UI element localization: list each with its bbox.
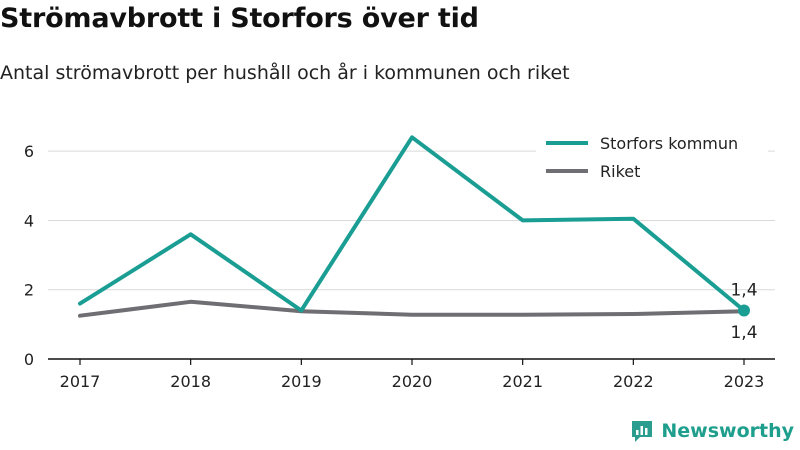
x-tick-label: 2021: [502, 372, 543, 391]
y-tick-label: 0: [24, 350, 34, 369]
end-point-marker-storfors: [738, 304, 750, 317]
y-tick-label: 2: [24, 281, 34, 300]
legend-label-storfors: Storfors kommun: [600, 134, 738, 153]
series-line-riket: [78, 299, 746, 318]
series-lines: [78, 135, 750, 318]
y-tick-label: 4: [24, 211, 34, 230]
brand-logo: Newsworthy: [629, 418, 794, 444]
y-tick-label: 6: [24, 142, 34, 161]
end-label-riket: 1,4: [730, 323, 757, 343]
chart-title: Strömavbrott i Storfors över tid: [0, 3, 479, 34]
legend: Storfors kommun Riket: [536, 116, 768, 181]
axes: 0 2 4 6 2017 2018 2019 2020 2021 2022 2023: [24, 142, 775, 391]
x-tick-label: 2019: [281, 372, 322, 391]
x-tick-label: 2017: [60, 372, 101, 391]
x-tick-label: 2020: [392, 372, 433, 391]
chart-subtitle: Antal strömavbrott per hushåll och år i …: [0, 62, 570, 84]
data-labels: 1,4 1,4: [730, 281, 757, 344]
series-line-storfors: [78, 135, 746, 313]
legend-label-riket: Riket: [600, 162, 640, 181]
x-tick-label: 2018: [170, 372, 211, 391]
brand-name: Newsworthy: [661, 420, 794, 442]
x-tick-label: 2022: [613, 372, 654, 391]
newsworthy-logo-icon: [632, 421, 653, 442]
legend-background: [536, 116, 768, 176]
end-label-storfors: 1,4: [730, 281, 757, 301]
x-tick-label: 2023: [724, 372, 765, 391]
